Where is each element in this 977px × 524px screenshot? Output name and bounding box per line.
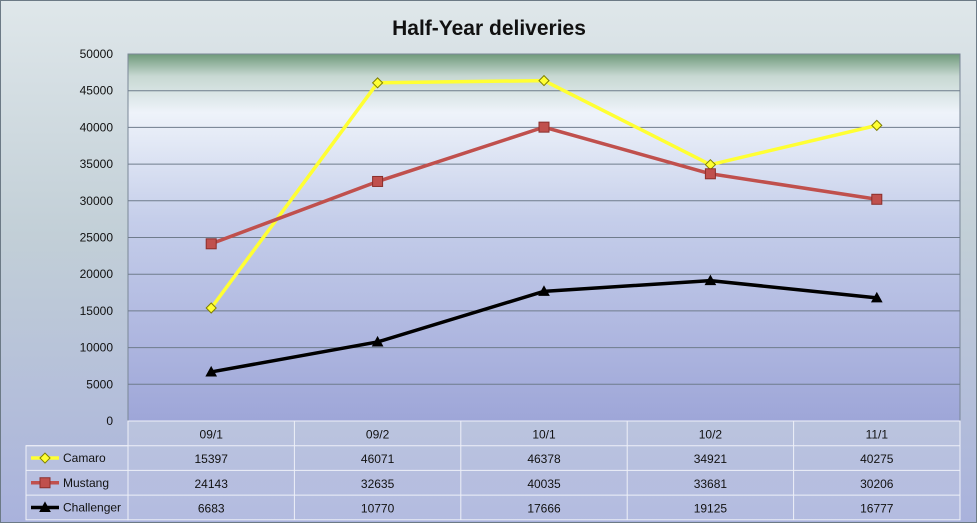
y-tick-label: 5000 xyxy=(86,377,113,391)
data-point-challenger xyxy=(538,285,550,296)
data-label-challenger: 16777 xyxy=(860,501,894,515)
data-point-challenger xyxy=(205,365,218,377)
legend-marker-mustang xyxy=(39,477,51,489)
y-tick-label: 45000 xyxy=(80,84,114,98)
legend-marker-camaro xyxy=(39,452,51,464)
legend-label-mustang: Mustang xyxy=(63,476,109,490)
y-tick-label: 30000 xyxy=(80,194,114,208)
chart-title: Half-Year deliveries xyxy=(392,17,586,40)
data-label-challenger: 10770 xyxy=(361,501,395,515)
x-tick-label: 09/1 xyxy=(200,427,224,441)
y-tick-label: 15000 xyxy=(80,304,114,318)
y-tick-label: 25000 xyxy=(80,231,114,245)
y-tick-label: 40000 xyxy=(80,120,114,134)
y-axis: 0 5000 10000 15000 20000 25000 30000 35000 40000… xyxy=(80,47,114,428)
data-point-mustang xyxy=(538,121,550,133)
data-label-challenger: 17666 xyxy=(527,501,561,515)
data-table: 09/1 09/2 10/1 10/2 11/1 Camaro 15397 46071 4637… xyxy=(25,420,961,521)
data-label-mustang: 33681 xyxy=(694,477,728,491)
y-tick-label: 20000 xyxy=(80,267,114,281)
legend-marker-challenger xyxy=(39,501,51,512)
y-tick-label: 10000 xyxy=(80,341,114,355)
data-point-mustang xyxy=(205,238,217,250)
data-label-camaro: 46071 xyxy=(361,452,395,466)
data-label-challenger: 19125 xyxy=(694,501,728,515)
data-point-camaro xyxy=(205,302,217,314)
data-label-camaro: 40275 xyxy=(860,452,894,466)
series-camaro xyxy=(205,74,883,314)
data-point-camaro xyxy=(538,74,550,87)
data-label-challenger: 6683 xyxy=(198,501,225,515)
x-tick-label: 10/2 xyxy=(699,427,723,441)
data-point-mustang xyxy=(372,175,384,187)
y-tick-label: 50000 xyxy=(80,47,114,61)
x-tick-label: 11/1 xyxy=(866,427,889,441)
data-label-mustang: 40035 xyxy=(527,477,561,491)
y-tick-label: 0 xyxy=(106,414,113,428)
data-label-mustang: 24143 xyxy=(195,477,229,491)
data-label-camaro: 34921 xyxy=(694,452,728,466)
data-point-camaro xyxy=(871,119,883,132)
data-label-camaro: 46378 xyxy=(527,452,561,466)
data-point-mustang xyxy=(704,168,716,180)
series-layer xyxy=(205,74,883,377)
y-tick-label: 35000 xyxy=(80,157,114,171)
data-point-camaro xyxy=(371,77,384,89)
series-mustang xyxy=(205,121,883,250)
gridlines xyxy=(128,90,960,385)
data-point-mustang xyxy=(871,193,883,205)
series-challenger xyxy=(205,274,883,377)
data-point-challenger xyxy=(704,274,717,286)
data-point-challenger xyxy=(371,335,384,347)
data-label-mustang: 30206 xyxy=(860,477,894,491)
data-label-camaro: 15397 xyxy=(195,452,229,466)
data-label-mustang: 32635 xyxy=(361,477,395,491)
x-tick-label: 09/2 xyxy=(366,427,390,441)
legend-label-challenger: Challenger xyxy=(63,500,121,514)
data-point-challenger xyxy=(870,291,883,303)
legend-label-camaro: Camaro xyxy=(63,451,106,465)
x-tick-label: 10/1 xyxy=(532,427,556,441)
